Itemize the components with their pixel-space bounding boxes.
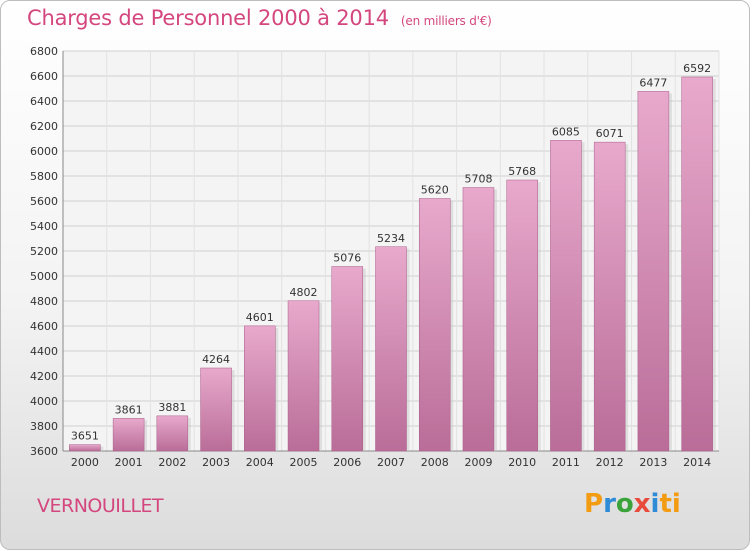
x-tick-label-2004: 2004 [246, 456, 274, 469]
bar-2009 [462, 187, 495, 452]
y-tick-label: 6600 [30, 70, 58, 83]
bar-2000 [69, 444, 101, 452]
x-tick-label-2000: 2000 [71, 456, 99, 469]
y-tick-label: 6000 [30, 145, 58, 158]
y-tick-label: 3800 [30, 420, 58, 433]
y-tick-label: 5800 [30, 170, 58, 183]
x-tick-label-2002: 2002 [158, 456, 186, 469]
data-label-2005: 4802 [290, 286, 318, 299]
bar-2014 [681, 76, 713, 452]
bar-2013 [637, 91, 670, 452]
y-tick-label: 4800 [30, 295, 58, 308]
y-tick-label: 3600 [30, 445, 58, 458]
bar-2008 [418, 198, 451, 452]
y-tick-label: 4600 [30, 320, 58, 333]
labels: 3600 3800 4000 4200 4400 4600 4800 5000 5200 5400… [30, 45, 711, 469]
y-tick-label: 4400 [30, 345, 58, 358]
bar-2006 [331, 266, 364, 452]
bar-2007 [375, 246, 407, 452]
y-tick-label: 4000 [30, 395, 58, 408]
y-tick-label: 5400 [30, 220, 58, 233]
y-tick-label: 6800 [30, 45, 58, 58]
x-tick-label-2010: 2010 [508, 456, 536, 469]
data-label-2012: 6071 [596, 127, 624, 140]
y-tick-label: 6200 [30, 120, 58, 133]
x-tick-label-2008: 2008 [421, 456, 449, 469]
y-tick-label: 5200 [30, 245, 58, 258]
x-tick-label-2011: 2011 [552, 456, 580, 469]
bar-2003 [200, 367, 232, 452]
x-tick-label-2006: 2006 [333, 456, 361, 469]
city-name: VERNOUILLET [37, 495, 164, 517]
bar-2001 [112, 418, 145, 452]
chart-subtitle: (en milliers d'€) [400, 14, 492, 28]
data-label-2009: 5708 [464, 173, 492, 186]
data-label-2014: 6592 [683, 62, 711, 75]
bar-2012 [593, 141, 626, 452]
x-tick-label-2014: 2014 [683, 456, 711, 469]
y-tick-label: 5000 [30, 270, 58, 283]
x-tick-label-2003: 2003 [202, 456, 230, 469]
logo-letter: o [615, 489, 634, 519]
x-tick-label-2007: 2007 [377, 456, 405, 469]
x-tick-label-2001: 2001 [115, 456, 143, 469]
bar-2002 [156, 415, 189, 452]
chart-title: Charges de Personnel 2000 à 2014 (en mill… [27, 6, 492, 30]
y-tick-label: 5600 [30, 195, 58, 208]
bar-2004 [244, 325, 276, 452]
x-tick-label-2009: 2009 [464, 456, 492, 469]
y-tick-label: 6400 [30, 95, 58, 108]
x-tick-label-2005: 2005 [290, 456, 318, 469]
logo-letter: ti [659, 489, 681, 519]
data-label-2006: 5076 [333, 252, 361, 265]
data-label-2008: 5620 [421, 184, 449, 197]
data-label-2002: 3881 [158, 401, 186, 414]
data-label-2011: 6085 [552, 125, 580, 138]
logo-letter: P [584, 489, 604, 519]
logo-letter: i [650, 489, 660, 519]
data-label-2004: 4601 [246, 311, 274, 324]
data-label-2001: 3861 [115, 403, 143, 416]
logo-letter: r [603, 489, 616, 519]
bar-2011 [550, 140, 582, 452]
logo-letter: x [633, 489, 651, 519]
data-label-2000: 3651 [71, 430, 99, 443]
x-tick-label-2012: 2012 [596, 456, 624, 469]
proxiti-logo: Proxiti [584, 489, 681, 519]
bars [69, 76, 716, 452]
x-tick-label-2013: 2013 [639, 456, 667, 469]
chart-title-text: Charges de Personnel 2000 à 2014 [27, 6, 389, 30]
data-label-2010: 5768 [508, 165, 536, 178]
bar-2010 [506, 179, 538, 452]
data-label-2013: 6477 [639, 76, 667, 89]
y-tick-label: 4200 [30, 370, 58, 383]
bar-2005 [287, 300, 320, 452]
data-label-2007: 5234 [377, 232, 405, 245]
data-label-2003: 4264 [202, 353, 230, 366]
